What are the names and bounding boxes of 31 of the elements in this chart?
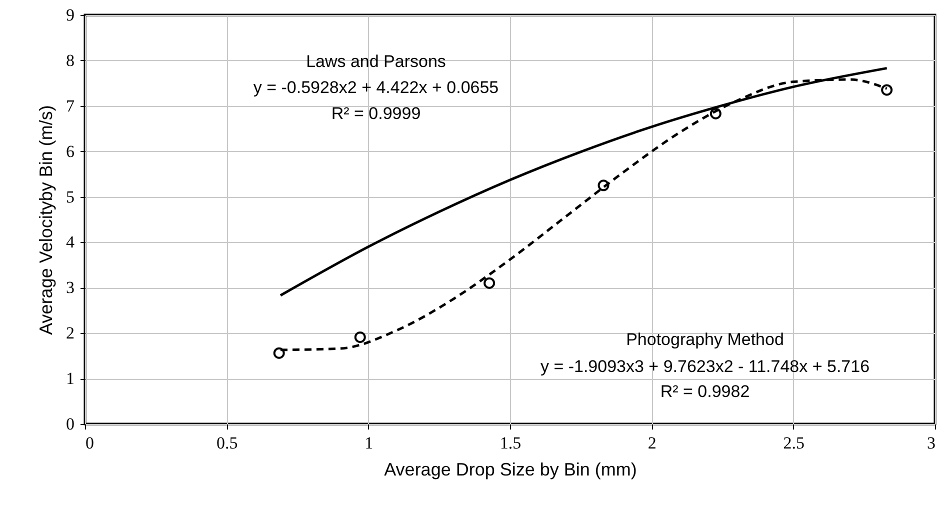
annotation: Photography Method [626, 330, 784, 349]
x-tick-label: 1.5 [500, 434, 522, 452]
point [354, 331, 366, 343]
y-axis-title: Average Velocityby Bin (m/s) [36, 105, 56, 335]
x-tick-label: 1 [364, 434, 374, 452]
x-axis-title: Average Drop Size by Bin (mm) [384, 460, 637, 480]
y-tick-label: 4 [66, 232, 75, 252]
annotation: R² = 0.9999 [331, 104, 421, 123]
annotation: y = -1.9093x3 + 9.7623x2 - 11.748x + 5.716 [540, 357, 870, 376]
annotation: R² = 0.9982 [660, 382, 750, 401]
y-tick-label: 5 [66, 187, 74, 206]
annotation: y = -0.5928x2 + 4.422x + 0.0655 [253, 78, 499, 97]
point [710, 108, 722, 120]
x-tick-label: 2 [648, 434, 656, 452]
x-tick-label: 0.5 [216, 434, 238, 452]
x-tick-label: 3 [927, 434, 936, 452]
y-tick-label: 7 [66, 96, 75, 116]
y-tick-label: 3 [66, 278, 74, 298]
y-tick-label: 0 [66, 414, 74, 434]
point [881, 84, 893, 96]
y-tick-label: 8 [66, 50, 74, 70]
x-tick-label: 0 [86, 434, 94, 452]
x-tick-label: 2.5 [783, 434, 804, 452]
y-tick-label: 6 [66, 142, 74, 161]
point [484, 277, 496, 289]
point [273, 347, 285, 359]
point [598, 180, 610, 192]
annotation: Laws and Parsons [306, 52, 446, 71]
y-tick-label: 9 [66, 6, 74, 24]
y-tick-label: 2 [66, 324, 74, 343]
y-tick-label: 1 [66, 369, 74, 388]
